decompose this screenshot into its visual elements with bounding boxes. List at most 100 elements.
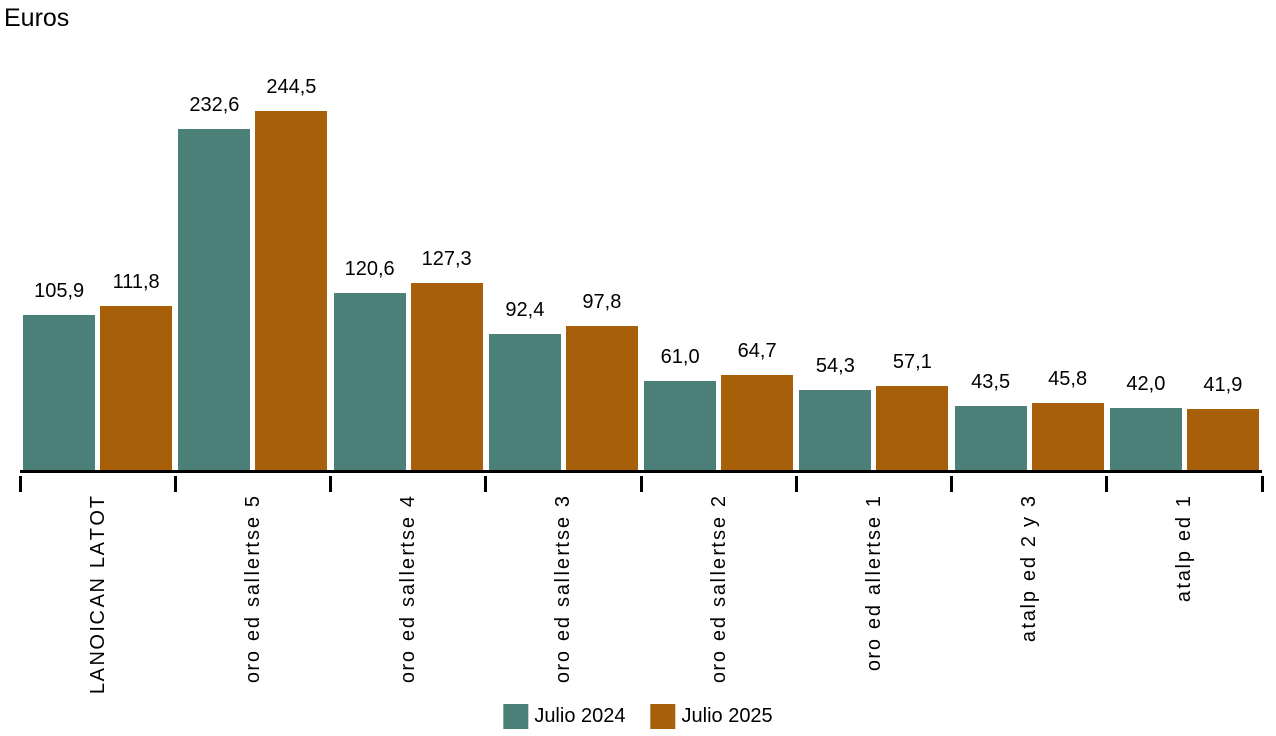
- x-axis-label-char: d: [707, 614, 730, 628]
- bar-column: 244,5: [255, 76, 328, 470]
- x-axis-label-char: e: [241, 556, 264, 570]
- x-axis-label-char: o: [707, 648, 730, 662]
- x-axis-label-char: l: [241, 569, 264, 576]
- x-axis-label-char: [1173, 507, 1195, 515]
- bar-group: 105,9 111,8: [20, 271, 175, 470]
- x-axis-label-char: 3: [552, 494, 575, 508]
- bar-column: 97,8: [565, 291, 638, 470]
- axis-tick: [18, 476, 22, 492]
- value-label: 45,8: [1048, 367, 1088, 390]
- x-axis-label-char: N: [86, 649, 109, 666]
- x-axis-label-char: d: [1173, 514, 1196, 528]
- x-axis-label-char: d: [862, 602, 885, 616]
- bar-julio-2024: [178, 128, 251, 470]
- x-axis-label-char: O: [86, 508, 109, 526]
- x-axis-label-cell: 3 estrellas de oro: [486, 494, 641, 694]
- x-axis-label-char: N: [86, 576, 109, 593]
- legend-item: Julio 2025: [650, 704, 773, 729]
- bar-julio-2025: [721, 375, 794, 470]
- unit-label: Euros: [4, 4, 70, 32]
- x-axis-label-char: [242, 507, 264, 515]
- x-axis-label-char: s: [862, 527, 885, 540]
- x-axis-label-char: [242, 607, 264, 615]
- bar-group: 61,0 64,7: [641, 340, 796, 470]
- x-axis-label-char: e: [862, 615, 885, 630]
- x-axis-label-char: [1018, 581, 1040, 589]
- x-axis-label-char: l: [862, 569, 885, 576]
- x-axis-label-char: d: [552, 614, 575, 628]
- x-axis-label-char: p: [1173, 548, 1196, 562]
- x-axis-label-char: [708, 507, 730, 515]
- bar-julio-2024: [954, 406, 1027, 470]
- value-label: 61,0: [660, 345, 700, 368]
- bar-column: 61,0: [644, 345, 717, 470]
- x-axis-label-char: [397, 641, 419, 649]
- x-axis-label-char: e: [707, 627, 730, 642]
- legend-swatch: [503, 704, 529, 729]
- x-axis-label-char: e: [862, 514, 885, 528]
- value-label: 43,5: [971, 371, 1011, 394]
- x-axis-label-cell: 4 estrellas de oro: [331, 494, 486, 694]
- x-axis-label: 4 estrellas de oro: [397, 494, 419, 694]
- x-axis-label-cell: 5 estrellas de oro: [175, 494, 330, 694]
- bar-column: 45,8: [1031, 367, 1104, 470]
- x-axis-label-char: a: [707, 582, 730, 596]
- x-axis-label-char: o: [397, 648, 420, 662]
- bar-column: 42,0: [1109, 373, 1182, 470]
- x-axis-label-char: o: [241, 670, 264, 684]
- bar-julio-2025: [100, 305, 173, 470]
- bar-column: 232,6: [178, 93, 251, 470]
- bar-column: 105,9: [23, 279, 96, 470]
- bar-column: 43,5: [954, 371, 1027, 470]
- x-axis-label-char: t: [1018, 621, 1041, 630]
- x-axis-label-char: a: [1173, 588, 1196, 602]
- x-axis-label-char: r: [241, 547, 264, 557]
- x-axis-label-char: a: [1018, 629, 1041, 643]
- x-axis-label-char: [1173, 541, 1195, 549]
- bar-column: 92,4: [488, 299, 561, 470]
- x-axis-label-char: p: [1018, 588, 1041, 602]
- x-axis-label-char: [242, 641, 264, 649]
- legend-swatch: [650, 704, 676, 729]
- x-axis-label-char: d: [1018, 554, 1041, 569]
- x-axis-label-char: y: [1018, 514, 1041, 527]
- bar-julio-2025: [255, 111, 328, 470]
- x-axis-label-char: [552, 607, 574, 615]
- x-axis-label-char: a: [397, 582, 420, 596]
- x-axis-label-char: t: [1173, 581, 1196, 589]
- x-axis-label-char: [87, 568, 109, 576]
- value-label: 42,0: [1126, 373, 1166, 396]
- x-axis-label: 3 estrellas de oro: [552, 494, 574, 694]
- x-axis-label-char: o: [862, 636, 885, 650]
- x-axis-label-char: 5: [241, 494, 264, 508]
- axis-tick: [173, 476, 177, 492]
- value-label: 232,6: [189, 93, 240, 116]
- x-axis-label-char: e: [1018, 568, 1041, 582]
- x-axis-label-char: s: [397, 595, 420, 608]
- x-axis-label-char: [1018, 507, 1040, 515]
- bar-group: 42,0 41,9: [1107, 373, 1262, 470]
- x-axis-label: 3 y 2 de plata: [1018, 494, 1040, 694]
- x-axis-label-char: d: [241, 614, 264, 628]
- x-axis-label-char: 2: [1018, 534, 1041, 548]
- bar-julio-2024: [23, 314, 96, 470]
- value-label: 41,9: [1203, 373, 1243, 396]
- x-axis-label: 2 estrellas de oro: [708, 494, 730, 694]
- x-axis-label-char: e: [552, 556, 575, 570]
- value-label: 105,9: [34, 279, 85, 302]
- x-axis-label-char: 3: [1018, 494, 1041, 508]
- bar-column: 54,3: [799, 355, 872, 470]
- x-axis-label-cell: 1 de plata: [1107, 494, 1262, 694]
- bar-column: 64,7: [721, 340, 794, 470]
- axis-tick: [794, 476, 798, 492]
- bar-julio-2025: [876, 386, 949, 470]
- x-axis-label-cell: TOTAL NACIONAL: [20, 494, 175, 694]
- value-label: 244,5: [266, 76, 317, 99]
- x-axis-label-char: o: [552, 648, 575, 662]
- x-axis-label-char: 2: [707, 494, 730, 508]
- bar-julio-2024: [799, 390, 872, 470]
- x-axis-label-char: e: [552, 627, 575, 642]
- x-axis-label-char: r: [397, 547, 420, 557]
- bar-julio-2025: [565, 326, 638, 470]
